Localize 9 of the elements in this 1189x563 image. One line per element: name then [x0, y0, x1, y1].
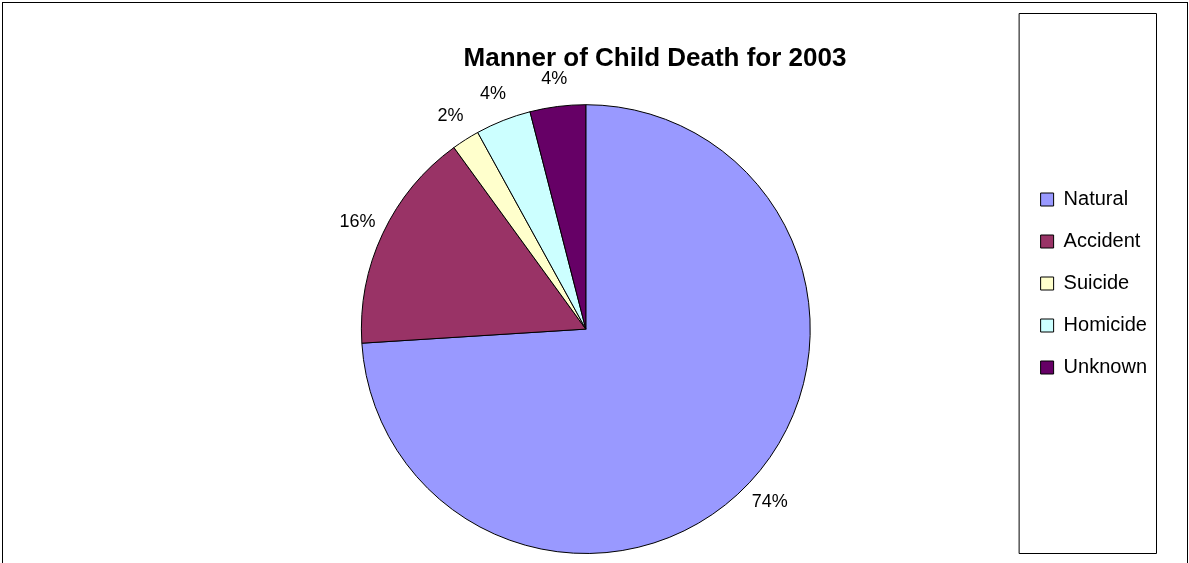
legend-label: Suicide — [1063, 271, 1130, 294]
data-label: 2% — [437, 104, 464, 125]
data-label: 4% — [479, 83, 506, 104]
legend-label: Accident — [1063, 229, 1141, 252]
legend-label: Natural — [1063, 187, 1129, 210]
legend-label: Unknown — [1063, 355, 1148, 378]
data-label: 16% — [339, 210, 376, 231]
legend-label: Homicide — [1063, 313, 1147, 336]
data-label: 74% — [751, 490, 788, 511]
